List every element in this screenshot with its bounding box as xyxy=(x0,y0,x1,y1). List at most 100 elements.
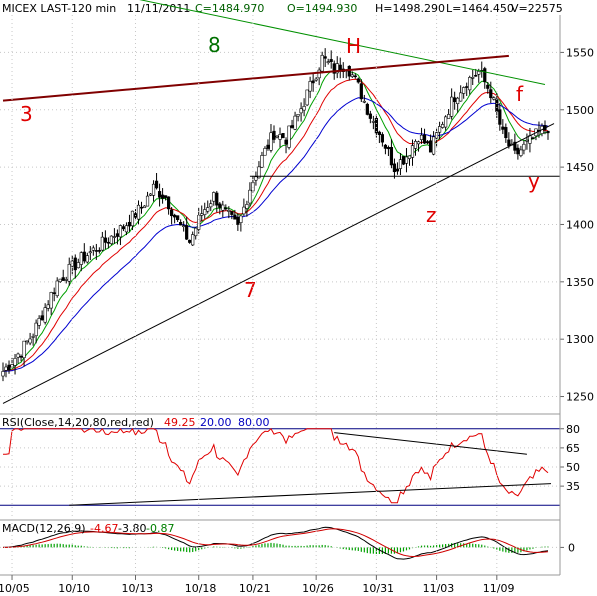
candle-body xyxy=(91,247,95,251)
candle-body xyxy=(308,81,312,92)
annotation-3: 3 xyxy=(20,102,33,126)
price-grid xyxy=(0,51,560,398)
candle-body xyxy=(383,144,388,149)
candle-body xyxy=(368,113,372,119)
date-axis: 10/05 10/10 10/13 10/18 10/21 10/26 10/31 11/03… xyxy=(0,15,515,595)
candle-body xyxy=(200,213,204,216)
candle-body xyxy=(504,127,508,139)
candle-body xyxy=(332,63,336,74)
candle-body xyxy=(230,211,234,215)
candle-body xyxy=(468,77,472,91)
candle-body xyxy=(127,221,132,227)
candle-body xyxy=(182,225,186,228)
price-tick-label: 1550 xyxy=(566,46,594,59)
annotation-y: y xyxy=(528,169,540,193)
candle-body xyxy=(269,132,273,151)
candle-body xyxy=(139,206,144,209)
candle-body xyxy=(58,278,62,283)
candle-body xyxy=(371,121,375,123)
candle-body xyxy=(416,141,421,145)
candle-body xyxy=(377,131,381,135)
candle-body xyxy=(176,215,180,220)
candle-body xyxy=(513,141,517,151)
candle-body xyxy=(419,134,424,140)
macd-legend: MACD(12,26,9) -4.67 -3.80 -0.87 xyxy=(2,522,174,535)
candle-body xyxy=(221,204,225,211)
candle-body xyxy=(477,71,481,75)
date-tick-label: 11/09 xyxy=(483,582,515,595)
price-tick-label: 1250 xyxy=(566,391,594,404)
candle-body xyxy=(263,148,267,156)
candle-body xyxy=(248,189,252,204)
trendline-7 xyxy=(2,123,555,404)
candle-body xyxy=(224,207,228,210)
candle-body xyxy=(350,74,354,77)
candle-body xyxy=(28,338,32,344)
candle-body xyxy=(362,100,366,103)
candle-body xyxy=(209,203,213,208)
candle-body xyxy=(233,214,237,220)
candle-body xyxy=(245,204,249,209)
annotation-7: 7 xyxy=(244,278,257,302)
candle-body xyxy=(431,136,436,155)
rsi-tick-label: 50 xyxy=(566,461,580,474)
candle-body xyxy=(19,355,23,358)
candle-body xyxy=(173,214,177,218)
candle-body xyxy=(148,193,153,196)
candle-body xyxy=(106,241,110,244)
candle-body xyxy=(305,89,309,106)
price-tick-label: 1400 xyxy=(566,218,594,231)
candle-body xyxy=(10,364,14,368)
candle-body xyxy=(486,84,490,89)
candle-body xyxy=(251,181,255,192)
candle-body xyxy=(142,205,147,209)
annotation-z: z xyxy=(426,203,437,227)
macd-histogram xyxy=(5,542,549,555)
candle-body xyxy=(82,251,86,262)
rsi-label: RSI(Close,14,20,80,red,red) xyxy=(2,416,154,429)
candle-body xyxy=(392,163,397,173)
candle-body xyxy=(462,87,466,94)
rsi-trendline xyxy=(334,432,527,455)
candle-body xyxy=(465,86,469,88)
rsi-panel: 80 65 50 35 RSI(Close,14,20,80,red,red) 49.… xyxy=(0,413,580,506)
rsi-tick-label: 80 xyxy=(566,423,580,436)
candle-body xyxy=(365,103,369,115)
candle-body xyxy=(227,209,231,212)
date-tick-label: 10/18 xyxy=(185,582,217,595)
candle-body xyxy=(356,78,360,83)
rsi-upper: 80.00 xyxy=(238,416,270,429)
candle-body xyxy=(353,75,357,78)
candle-body xyxy=(456,97,460,104)
candle-body xyxy=(121,226,126,230)
rsi-trendlines xyxy=(69,432,552,506)
candle-body xyxy=(519,149,523,156)
candle-body xyxy=(359,83,363,100)
candle-body xyxy=(94,250,98,252)
candle-body xyxy=(136,204,141,220)
candle-body xyxy=(31,336,35,338)
candle-body xyxy=(112,236,117,238)
candle-body xyxy=(380,134,384,143)
trendline-8 xyxy=(139,0,546,86)
candle-body xyxy=(407,155,412,159)
macd-hist-value: -0.87 xyxy=(146,522,174,535)
candle-body xyxy=(103,237,107,243)
date-tick-label: 10/05 xyxy=(0,582,30,595)
header-date: 11/11/2011 xyxy=(127,2,190,15)
candle-body xyxy=(413,141,418,149)
candle-body xyxy=(326,61,330,63)
candle-body xyxy=(1,371,5,377)
candle-body xyxy=(275,135,279,138)
candle-body xyxy=(7,364,11,371)
header-low: L=1464.450 xyxy=(446,2,514,15)
candle-body xyxy=(302,106,306,111)
candle-body xyxy=(401,156,406,165)
date-tick-label: 10/26 xyxy=(302,582,334,595)
header-symbol: MICEX LAST-120 min xyxy=(2,2,116,15)
candle-body xyxy=(109,235,113,244)
candle-body xyxy=(61,277,65,281)
candle-body xyxy=(13,358,17,366)
candle-body xyxy=(441,124,445,128)
